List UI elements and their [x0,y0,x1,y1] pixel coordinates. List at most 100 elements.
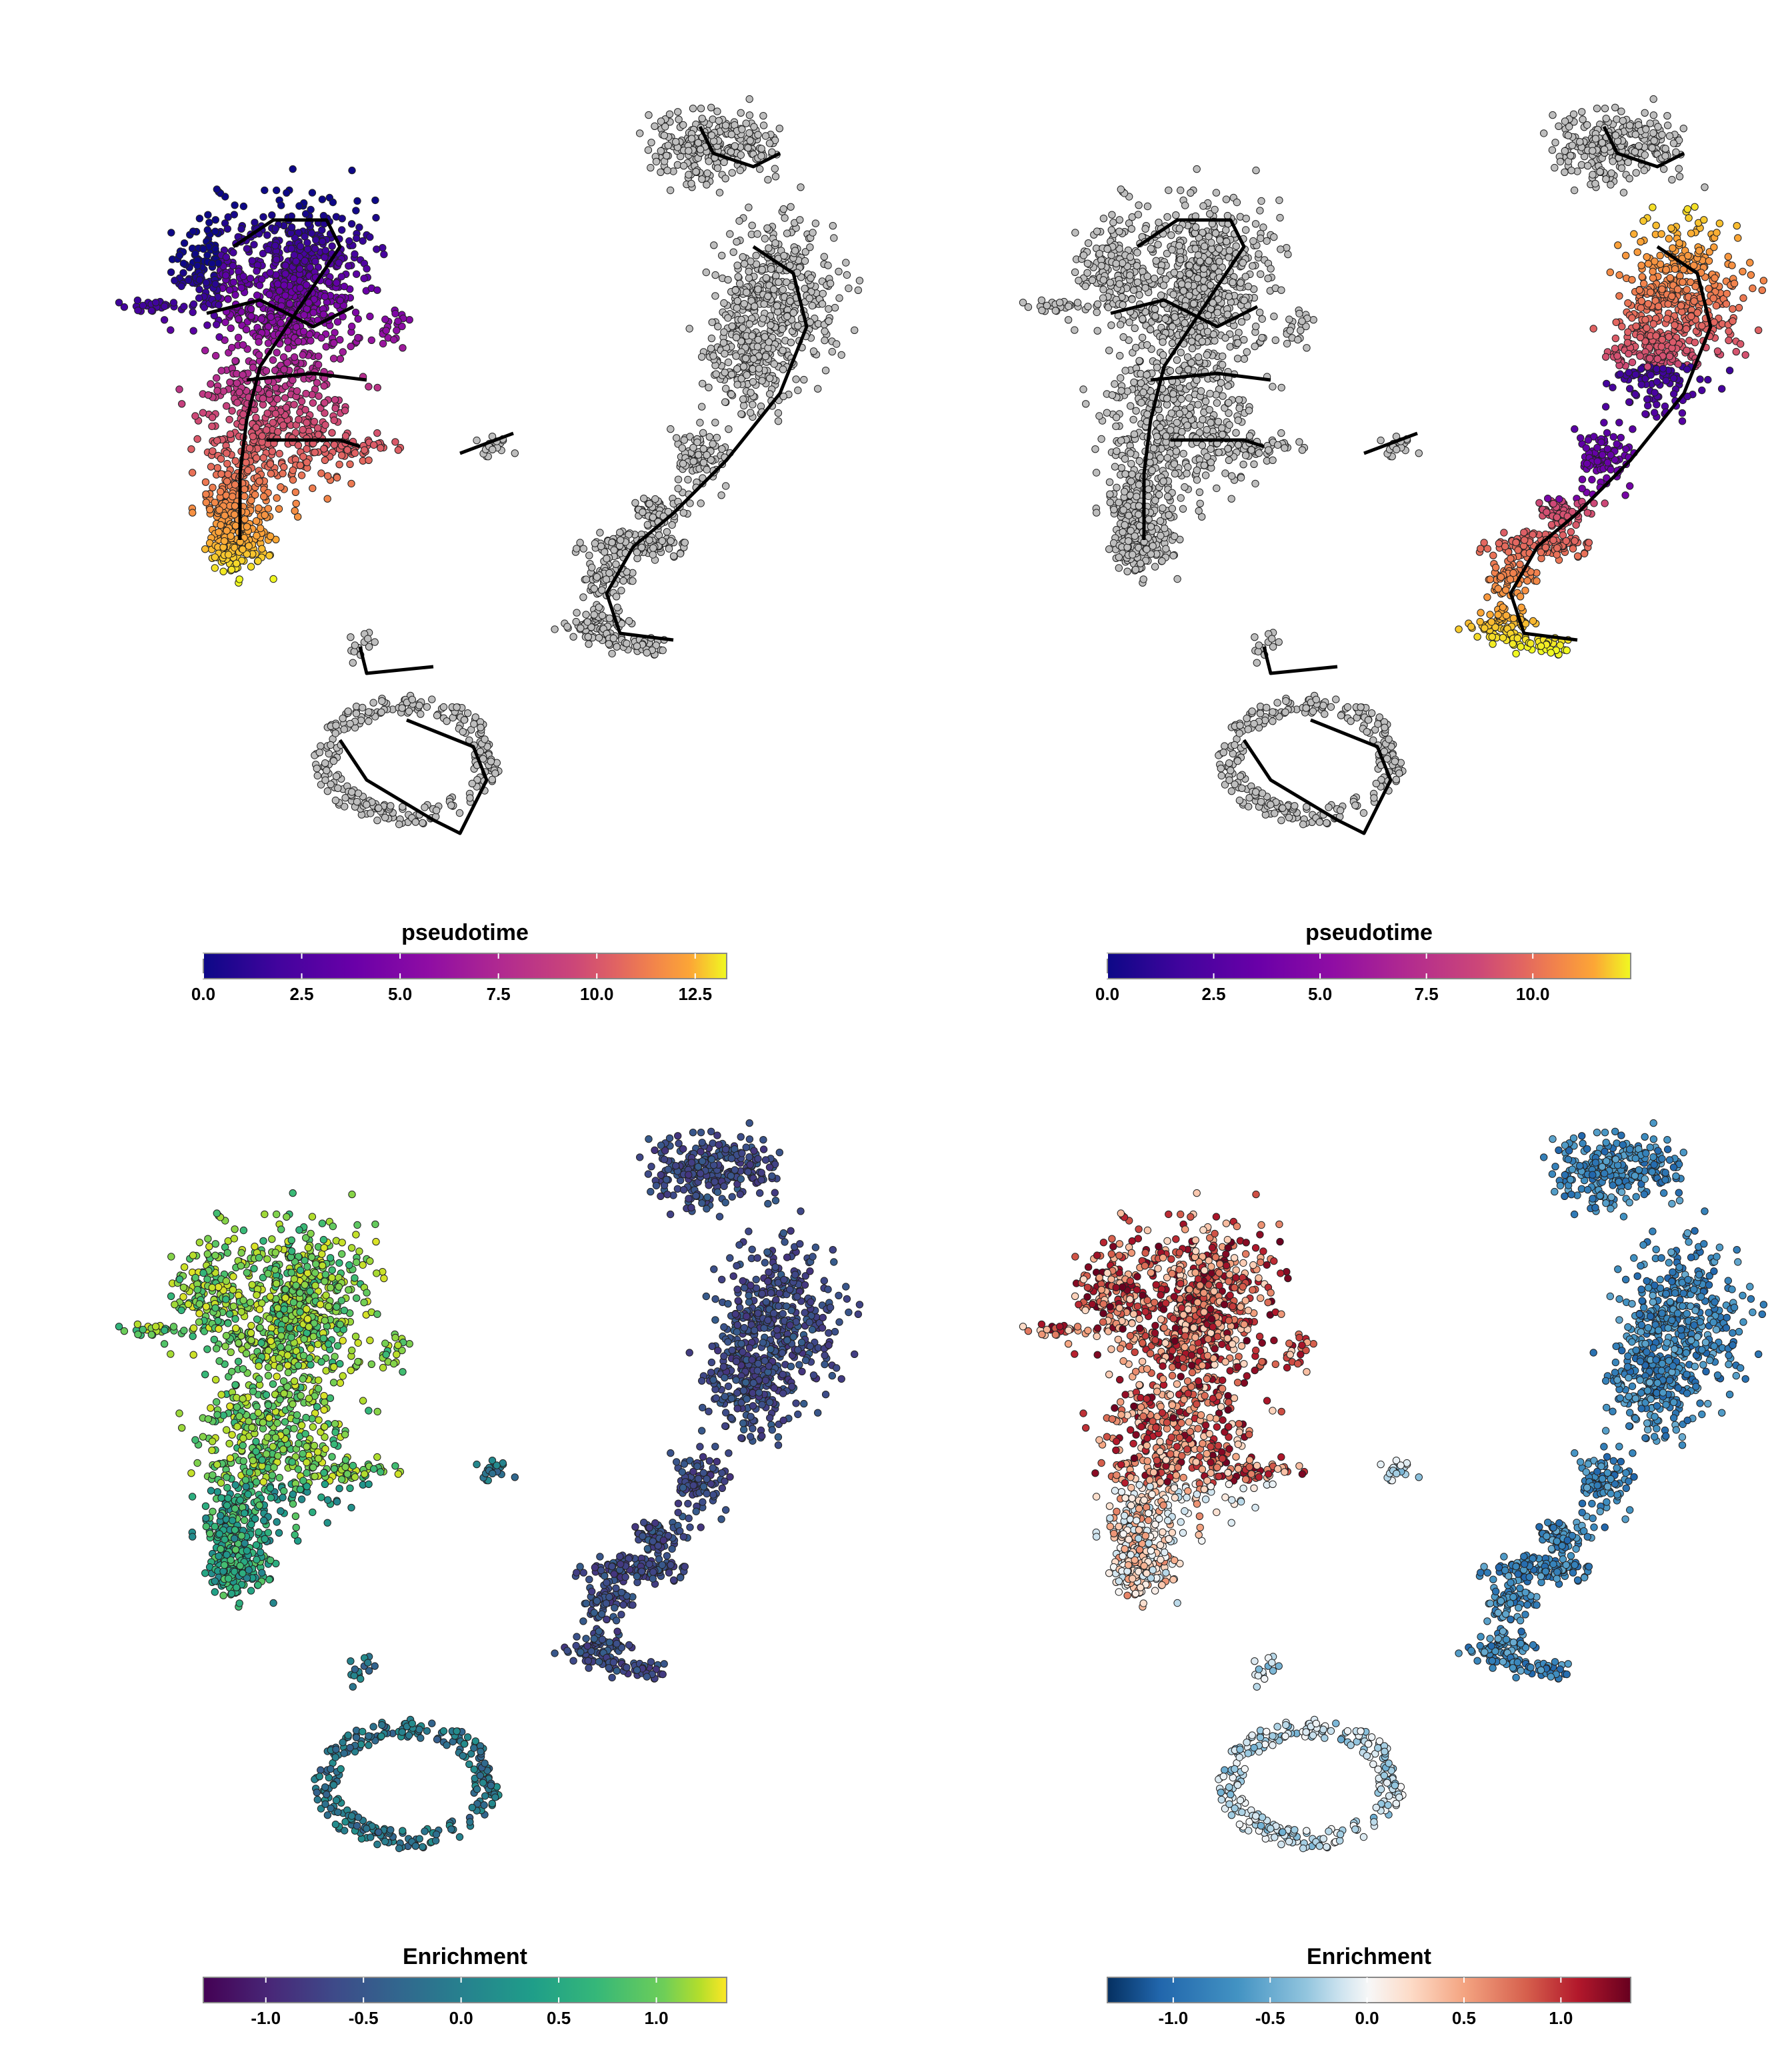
cell-point [352,207,360,215]
cell-point [1184,281,1192,289]
cell-point [293,387,301,395]
cell-point [1149,542,1157,550]
cell-point [296,265,304,273]
cell-point [1127,225,1135,233]
cell-point [1165,186,1173,195]
cell-point [257,524,265,533]
cell-point [235,575,243,583]
cell-point [737,315,745,324]
cell-point [724,358,733,367]
cell-point [1199,202,1207,210]
cell-point [488,775,496,784]
cell-point [756,165,764,173]
cell-point [1294,335,1302,344]
cell-point [764,292,772,300]
cell-point [1168,505,1176,513]
cell-point [209,483,217,491]
cell-point [291,488,300,496]
cell-point [1179,449,1187,458]
cell-point [489,445,497,453]
cell-point [605,569,613,577]
cell-point [245,542,253,550]
cell-point [1194,401,1202,409]
cell-point [629,577,637,585]
cell-point [667,537,675,545]
cell-point [295,229,303,237]
cell-point [265,551,273,560]
cell-point [1203,351,1211,359]
cell-point [806,243,814,251]
cell-point [1116,351,1124,360]
cell-point [672,138,680,146]
cell-point [229,262,237,270]
cell-point [353,270,361,278]
cell-point [1149,444,1158,453]
cell-point [582,611,590,619]
cell-point [680,436,689,444]
cell-point [551,625,559,633]
cell-point [748,221,756,229]
cell-point [405,707,413,715]
cell-point [1157,454,1165,462]
cell-point [225,286,234,294]
cell-point [315,392,323,400]
cell-point [1237,473,1245,482]
cell-point [1193,274,1202,283]
cell-point [1257,234,1265,243]
cell-point [171,277,179,285]
cell-point [721,398,729,406]
cell-point [582,575,590,583]
cell-point [1151,563,1159,571]
cell-point [797,183,805,191]
cell-point [745,274,753,282]
colorbar-tick-label: 0.0 [191,984,215,1004]
cell-point [1166,367,1175,375]
cell-point [1019,299,1027,307]
cell-point [180,239,189,247]
cell-point [741,355,750,363]
cell-point [1207,419,1215,427]
cell-point [1119,301,1127,309]
cell-point [340,283,349,291]
cell-point [1245,407,1253,415]
cell-point [1105,347,1113,355]
cell-point [1283,339,1291,348]
cell-point [366,233,374,241]
cell-point [234,333,243,341]
cell-point [309,309,317,317]
cell-point [299,351,307,359]
cell-point [261,511,269,519]
cell-point [1108,211,1116,219]
cell-point [1646,119,1654,127]
cell-point [260,493,268,501]
cell-point [689,457,697,465]
cell-point [595,603,603,611]
cell-point [337,451,346,459]
cell-point [769,285,778,293]
cell-point [419,819,427,827]
cell-point [771,173,780,181]
cell-point [739,253,747,261]
cell-point [169,299,178,307]
cell-point [245,444,254,453]
cell-point [214,259,223,267]
cell-point [229,493,237,501]
cell-point [699,379,707,388]
cell-point [263,231,271,239]
cell-point [674,475,683,483]
cell-point [1128,470,1136,479]
cell-point [1103,409,1111,417]
cell-point [718,445,726,453]
cell-point [333,318,342,326]
cell-point [273,255,281,263]
cell-point [1143,202,1152,211]
cell-point [1225,456,1233,464]
cell-point [1267,265,1275,273]
cell-point [1218,361,1227,369]
cell-point [749,365,757,373]
cell-point [1251,220,1260,228]
cell-point [254,557,262,565]
cell-point [733,304,741,312]
cell-point [1117,437,1125,445]
cell-point [669,552,678,560]
